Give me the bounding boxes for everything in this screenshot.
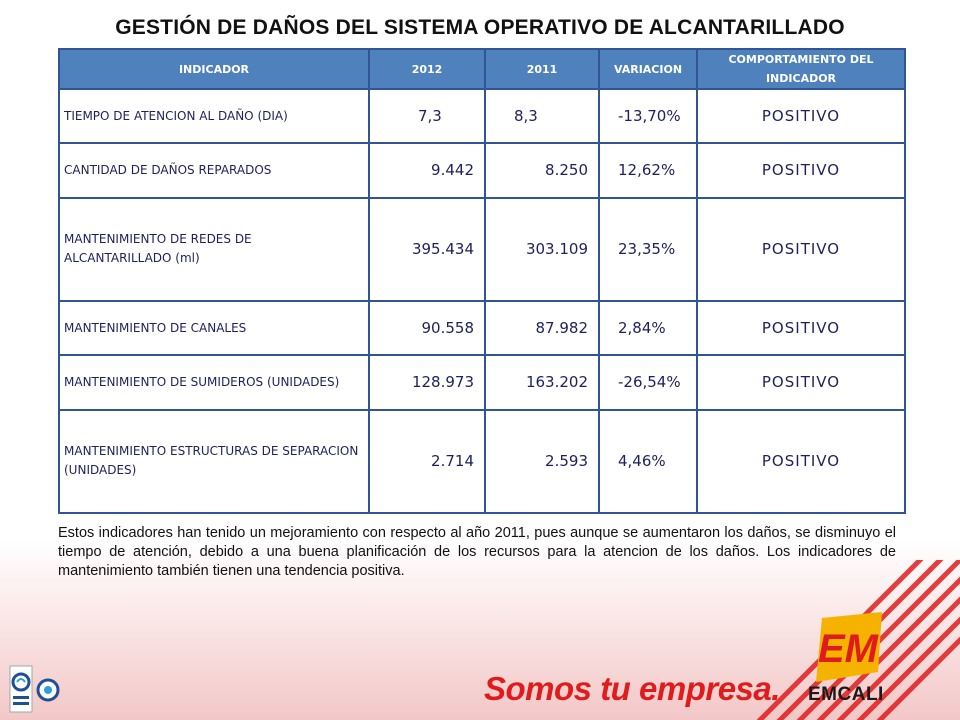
indicator-name: MANTENIMIENTO ESTRUCTURAS DE SEPARACION … — [58, 408, 370, 515]
certification-seal-icon — [8, 664, 62, 714]
value-2012: 9.442 — [368, 142, 486, 199]
variation-value: -13,70% — [598, 87, 698, 145]
value-2012: 90.558 — [368, 299, 486, 357]
behavior-value: POSITIVO — [696, 299, 906, 357]
logo-name: EMCALI — [808, 684, 884, 705]
behavior-value: POSITIVO — [696, 142, 906, 199]
value-2011: 163.202 — [484, 354, 600, 411]
value-2011: 8.250 — [484, 142, 600, 199]
indicator-name: CANTIDAD DE DAÑOS REPARADOS — [58, 142, 370, 199]
table-row: MANTENIMIENTO ESTRUCTURAS DE SEPARACION … — [58, 408, 906, 515]
indicators-table: INDICADOR 2012 2011 VARIACION COMPORTAMI… — [58, 48, 906, 515]
value-2012: 395.434 — [368, 196, 486, 302]
table-row: TIEMPO DE ATENCION AL DAÑO (DIA) 7,3 8,3… — [58, 87, 906, 145]
indicator-name: MANTENIMIENTO DE CANALES — [58, 299, 370, 357]
emcali-logo-icon: EM — [812, 612, 888, 684]
variation-value: -26,54% — [598, 354, 698, 411]
variation-value: 4,46% — [598, 408, 698, 515]
indicator-name: TIEMPO DE ATENCION AL DAÑO (DIA) — [58, 87, 370, 145]
variation-value: 2,84% — [598, 299, 698, 357]
behavior-value: POSITIVO — [696, 354, 906, 411]
value-2012: 128.973 — [368, 354, 486, 411]
summary-paragraph: Estos indicadores han tenido un mejorami… — [58, 525, 896, 579]
table-row: MANTENIMIENTO DE CANALES 90.558 87.982 2… — [58, 299, 906, 357]
slogan: Somos tu empresa. — [484, 670, 780, 707]
value-2011: 2.593 — [484, 408, 600, 515]
behavior-value: POSITIVO — [696, 408, 906, 515]
table-row: CANTIDAD DE DAÑOS REPARADOS 9.442 8.250 … — [58, 142, 906, 199]
table-header-row: INDICADOR 2012 2011 VARIACION COMPORTAMI… — [58, 48, 906, 90]
header-comportamiento: COMPORTAMIENTO DEL INDICADOR — [696, 48, 906, 90]
behavior-value: POSITIVO — [696, 87, 906, 145]
footer-background — [0, 540, 960, 720]
header-2012: 2012 — [368, 48, 486, 90]
table-row: MANTENIMIENTO DE REDES DE ALCANTARILLADO… — [58, 196, 906, 302]
page-title: GESTIÓN DE DAÑOS DEL SISTEMA OPERATIVO D… — [115, 16, 845, 39]
value-2011: 8,3 — [484, 87, 600, 145]
variation-value: 23,35% — [598, 196, 698, 302]
indicator-name: MANTENIMIENTO DE REDES DE ALCANTARILLADO… — [58, 196, 370, 302]
value-2012: 7,3 — [368, 87, 486, 145]
table-row: MANTENIMIENTO DE SUMIDEROS (UNIDADES) 12… — [58, 354, 906, 411]
value-2012: 2.714 — [368, 408, 486, 515]
indicator-name: MANTENIMIENTO DE SUMIDEROS (UNIDADES) — [58, 354, 370, 411]
header-indicador: INDICADOR — [58, 48, 370, 90]
header-2011: 2011 — [484, 48, 600, 90]
variation-value: 12,62% — [598, 142, 698, 199]
svg-text:EM: EM — [818, 627, 880, 671]
value-2011: 303.109 — [484, 196, 600, 302]
header-variacion: VARIACION — [598, 48, 698, 90]
value-2011: 87.982 — [484, 299, 600, 357]
behavior-value: POSITIVO — [696, 196, 906, 302]
